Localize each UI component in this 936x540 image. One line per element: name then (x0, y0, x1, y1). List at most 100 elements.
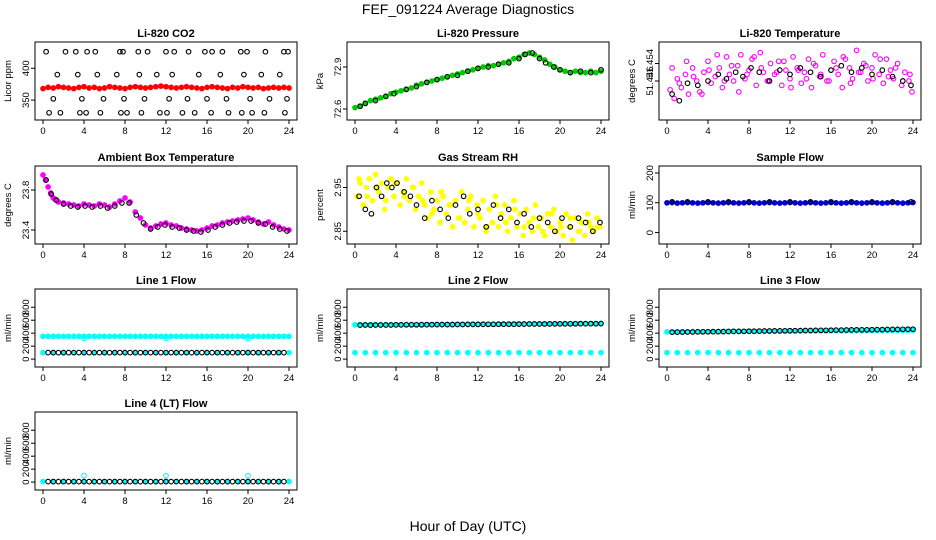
y-tick-label: 800 (21, 299, 32, 315)
y-axis-label: ml/min (3, 314, 14, 342)
data-point (438, 189, 444, 195)
data-point (198, 229, 204, 235)
data-point (858, 200, 865, 206)
data-point (546, 349, 553, 356)
data-point (205, 227, 211, 233)
data-point (111, 203, 118, 209)
data-point (45, 478, 51, 485)
data-point (366, 175, 373, 182)
data-point (737, 51, 744, 58)
data-point (831, 58, 837, 65)
x-tick-label: 24 (908, 250, 919, 261)
data-point (879, 349, 886, 356)
data-point (539, 228, 546, 235)
data-point (587, 349, 594, 356)
data-point (191, 109, 198, 116)
data-point (281, 349, 287, 356)
data-point (209, 478, 215, 485)
data-point (178, 84, 185, 91)
data-point (557, 349, 563, 356)
data-point (669, 65, 675, 71)
x-tick-label: 16 (202, 126, 213, 137)
data-point (208, 109, 214, 116)
data-point (874, 199, 880, 206)
x-tick-label: 24 (284, 126, 295, 137)
x-tick-label: 16 (514, 250, 525, 261)
data-point (594, 215, 600, 221)
x-tick-label: 24 (284, 496, 295, 507)
data-point (72, 48, 79, 55)
x-tick-label: 8 (434, 126, 439, 137)
data-point (54, 71, 61, 78)
data-point (689, 199, 696, 206)
data-point (219, 349, 226, 356)
x-tick-label: 0 (664, 373, 669, 384)
data-point (516, 55, 522, 62)
data-point (797, 349, 804, 356)
x-tick-label: 4 (705, 126, 710, 137)
data-point (511, 55, 517, 62)
data-point (248, 218, 254, 224)
data-point (209, 333, 215, 340)
data-point (776, 67, 783, 73)
data-point (381, 206, 388, 213)
data-point (454, 72, 461, 79)
panel-8-points (352, 320, 604, 356)
data-point (728, 62, 735, 69)
data-point (225, 109, 232, 116)
data-point (664, 349, 670, 356)
data-point (168, 349, 174, 356)
data-point (783, 67, 789, 73)
data-point (168, 84, 174, 91)
data-point (270, 478, 277, 485)
data-point (833, 65, 839, 71)
x-tick-label: 4 (393, 126, 398, 137)
data-point (217, 71, 224, 78)
x-tick-label: 24 (284, 373, 295, 384)
data-point (382, 349, 389, 356)
plot-title: Gas Stream RH (438, 152, 518, 164)
data-point (456, 215, 463, 221)
data-point (415, 193, 422, 200)
data-point (281, 333, 287, 340)
data-point (91, 84, 98, 91)
data-point (459, 321, 466, 328)
data-point (723, 54, 730, 60)
x-tick-label: 8 (434, 373, 439, 384)
data-point (797, 200, 804, 206)
data-point (45, 84, 51, 91)
data-point (183, 83, 190, 90)
data-point (756, 200, 763, 206)
data-point (889, 199, 896, 205)
data-point (185, 48, 192, 55)
data-point (572, 68, 579, 75)
data-point (445, 215, 452, 221)
data-point (126, 200, 132, 206)
data-point (444, 73, 451, 80)
data-point (828, 349, 834, 356)
data-point (676, 97, 683, 104)
data-point (874, 326, 880, 333)
data-point (286, 478, 292, 485)
data-point (284, 95, 290, 102)
data-point (907, 71, 913, 78)
data-point (250, 333, 256, 340)
data-point (135, 48, 142, 55)
data-point (550, 206, 557, 213)
x-tick-label: 20 (555, 373, 566, 384)
x-tick-label: 16 (202, 496, 213, 507)
data-point (378, 180, 385, 186)
x-tick-label: 0 (352, 373, 357, 384)
x-tick-label: 12 (473, 126, 484, 137)
data-point (587, 69, 594, 76)
y-tick-label: 600 (645, 312, 656, 328)
data-point (719, 84, 726, 91)
y-tick-label: 600 (21, 435, 32, 451)
data-point (429, 210, 435, 217)
data-point (434, 349, 440, 356)
data-point (480, 64, 486, 70)
data-point (894, 326, 901, 333)
data-point (684, 349, 691, 356)
data-point (480, 321, 486, 328)
